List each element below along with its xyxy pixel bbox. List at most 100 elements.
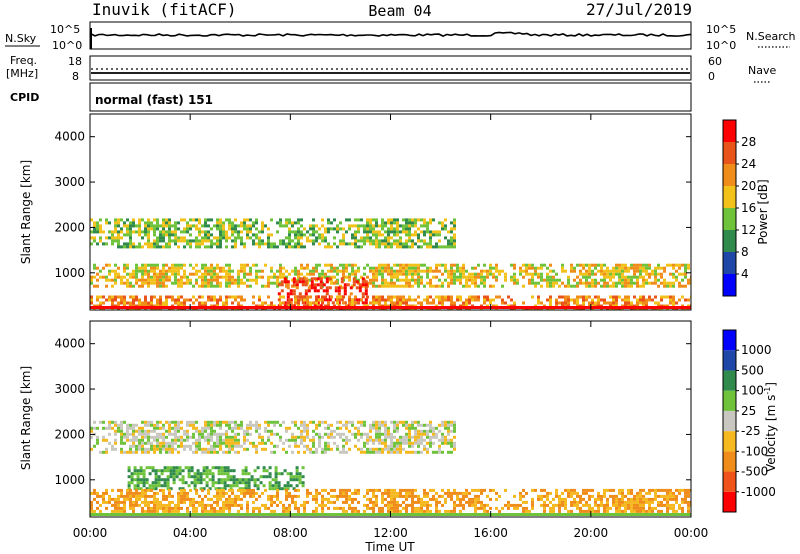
velocity-echo-cell (387, 503, 390, 507)
power-echo-cell (343, 292, 347, 296)
velocity-echo-cell (420, 423, 423, 427)
power-ground-cell (507, 306, 510, 309)
velocity-echo-cell (537, 497, 540, 501)
power-echo-cell (618, 266, 621, 270)
velocity-echo-cell (573, 503, 576, 507)
power-echo-cell (237, 281, 240, 285)
velocity-echo-cell (201, 429, 204, 433)
power-ground-cell (549, 306, 552, 309)
power-ground-cell (282, 306, 285, 309)
power-echo-cell (219, 221, 222, 225)
power-ground-cell (426, 306, 429, 309)
power-echo-cell (660, 266, 663, 270)
velocity-echo-cell (300, 503, 303, 507)
velocity-ground-cell (210, 513, 213, 516)
velocity-ground-cell (375, 513, 378, 516)
velocity-echo-cell (399, 438, 402, 442)
velocity-echo-cell (477, 494, 480, 498)
velocity-ground-cell (276, 513, 279, 516)
velocity-colorbar-swatch (723, 350, 736, 371)
power-ground-cell (207, 306, 210, 309)
power-echo-cell (297, 272, 300, 276)
velocity-echo-cell (315, 500, 318, 504)
velocity-echo-cell (217, 466, 221, 470)
power-echo-cell (408, 266, 411, 270)
velocity-ground-cell (138, 513, 141, 516)
power-echo-cell (277, 298, 281, 302)
velocity-echo-cell (519, 497, 522, 501)
power-echo-cell (153, 218, 156, 222)
power-echo-cell (153, 239, 156, 243)
velocity-echo-cell (222, 432, 225, 436)
velocity-echo-cell (558, 509, 561, 513)
velocity-echo-cell (220, 466, 224, 470)
velocity-echo-cell (270, 500, 273, 504)
velocity-echo-cell (111, 426, 114, 430)
power-echo-cell (336, 295, 339, 299)
velocity-echo-cell (162, 488, 165, 492)
velocity-echo-cell (159, 503, 162, 507)
power-echo-cell (352, 277, 356, 281)
power-echo-cell (465, 275, 468, 279)
velocity-echo-cell (138, 432, 141, 436)
velocity-echo-cell (168, 432, 171, 436)
power-echo-cell (237, 230, 240, 234)
power-echo-cell (441, 227, 444, 231)
velocity-echo-cell (114, 497, 117, 501)
power-echo-cell (306, 230, 309, 234)
power-ground-cell (603, 306, 606, 309)
velocity-echo-cell (160, 472, 164, 476)
velocity-echo-cell (102, 420, 105, 424)
power-echo-cell (201, 281, 204, 285)
velocity-echo-cell (96, 438, 99, 442)
velocity-echo-cell (411, 491, 414, 495)
power-echo-cell (369, 227, 372, 231)
velocity-echo-cell (135, 447, 138, 451)
velocity-echo-cell (256, 466, 260, 470)
velocity-echo-cell (390, 444, 393, 448)
velocity-echo-cell (396, 429, 399, 433)
velocity-echo-cell (366, 503, 369, 507)
power-echo-cell (378, 298, 381, 302)
velocity-ground-cell (402, 513, 405, 516)
power-echo-cell (600, 278, 603, 282)
velocity-echo-cell (375, 497, 378, 501)
power-echo-cell (123, 295, 126, 299)
velocity-echo-cell (489, 497, 492, 501)
power-echo-cell (591, 298, 594, 302)
velocity-echo-cell (180, 420, 183, 424)
power-echo-cell (138, 242, 141, 246)
velocity-echo-cell (199, 475, 203, 479)
power-echo-cell (615, 284, 618, 288)
power-echo-cell (270, 233, 273, 237)
velocity-echo-cell (96, 426, 99, 430)
power-echo-cell (408, 295, 411, 299)
power-echo-cell (342, 272, 345, 276)
power-echo-cell (639, 263, 642, 267)
velocity-ytick-label: 3000 (54, 382, 85, 396)
power-echo-cell (165, 275, 168, 279)
power-ground-cell (186, 306, 189, 309)
power-echo-cell (603, 278, 606, 282)
velocity-echo-cell (162, 447, 165, 451)
velocity-echo-cell (132, 450, 135, 454)
velocity-echo-cell (132, 503, 135, 507)
power-echo-cell (174, 239, 177, 243)
power-echo-cell (384, 281, 387, 285)
power-echo-cell (519, 266, 522, 270)
velocity-echo-cell (441, 435, 444, 439)
power-echo-cell (246, 224, 249, 228)
power-echo-cell (450, 295, 453, 299)
power-echo-cell (627, 266, 630, 270)
velocity-echo-cell (102, 500, 105, 504)
power-echo-cell (219, 236, 222, 240)
velocity-echo-cell (297, 426, 300, 430)
velocity-echo-cell (216, 503, 219, 507)
power-echo-cell (627, 298, 630, 302)
velocity-echo-cell (159, 488, 162, 492)
velocity-echo-cell (642, 497, 645, 501)
velocity-echo-cell (186, 444, 189, 448)
velocity-echo-cell (255, 429, 258, 433)
velocity-echo-cell (384, 438, 387, 442)
velocity-echo-cell (108, 420, 111, 424)
